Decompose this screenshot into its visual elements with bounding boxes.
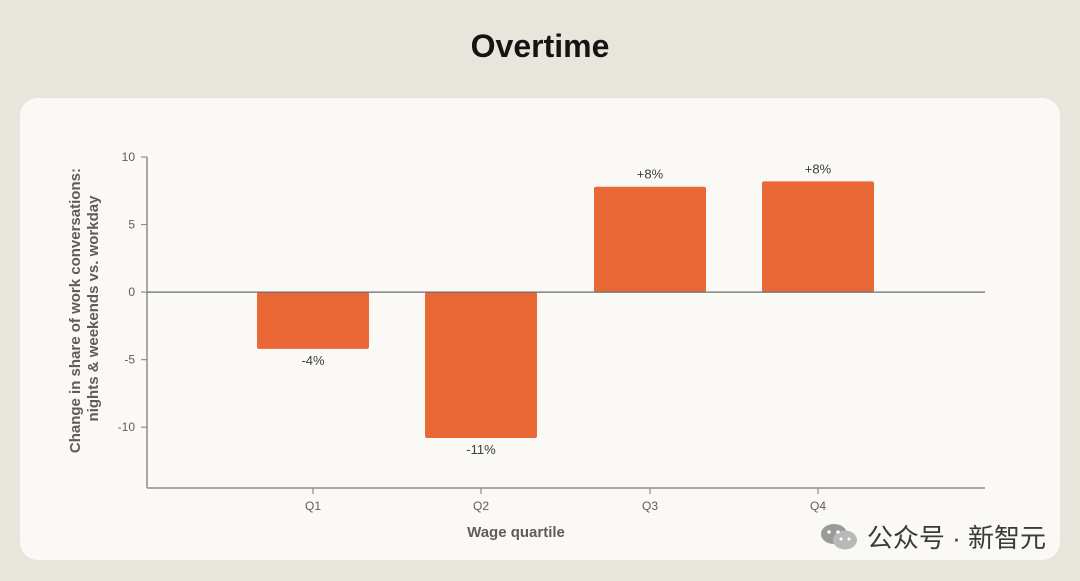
- bar-q1: [257, 292, 369, 349]
- data-label-q3: +8%: [637, 167, 664, 182]
- y-tick-label: -10: [118, 420, 136, 434]
- x-tick-label: Q4: [810, 499, 826, 513]
- chart-card: [20, 98, 1060, 560]
- x-tick-label: Q3: [642, 499, 658, 513]
- wechat-icon: [819, 522, 859, 552]
- x-tick-label: Q2: [473, 499, 489, 513]
- data-label-q4: +8%: [805, 161, 832, 176]
- data-label-q1: -4%: [301, 353, 325, 368]
- chart-title: Overtime: [470, 28, 610, 64]
- watermark-text: 公众号 · 新智元: [866, 523, 1046, 553]
- y-axis-title-line-1: Change in share of work conversations:: [67, 168, 84, 453]
- x-tick-label: Q1: [305, 499, 321, 513]
- x-axis-ticks: Q1 Q2 Q3 Q4: [305, 488, 826, 513]
- y-tick-label: 10: [122, 150, 136, 164]
- bar-q3: [594, 186, 706, 293]
- x-axis-title: Wage quartile: [467, 524, 565, 541]
- data-label-q2: -11%: [466, 442, 496, 457]
- y-axis-title: Change in share of work conversations: n…: [67, 164, 102, 453]
- bar-q2: [425, 292, 537, 439]
- bars: -4% -11% +8% +8%: [257, 161, 874, 457]
- y-axis-ticks: 10 5 0 -5 -10: [118, 150, 147, 434]
- y-tick-label: -5: [124, 353, 135, 367]
- y-tick-label: 5: [128, 218, 135, 232]
- y-axis-title-line-2: nights & weekends vs. workday: [85, 195, 102, 422]
- watermark: 公众号 · 新智元: [819, 518, 1046, 555]
- y-tick-label: 0: [128, 285, 135, 299]
- bar-q4: [762, 181, 874, 293]
